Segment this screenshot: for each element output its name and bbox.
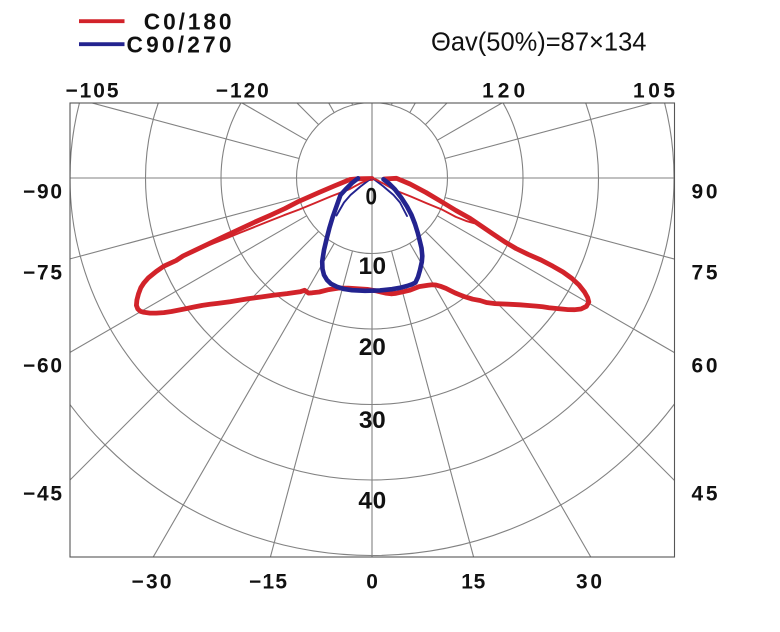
svg-text:30: 30 xyxy=(359,407,386,434)
svg-text:−60: −60 xyxy=(23,354,62,377)
svg-text:Θav(50%)=87×134: Θav(50%)=87×134 xyxy=(431,28,646,56)
svg-text:0: 0 xyxy=(366,570,378,593)
svg-text:0: 0 xyxy=(365,184,377,211)
svg-text:−90: −90 xyxy=(23,180,62,203)
svg-text:15: 15 xyxy=(461,570,485,593)
svg-text:120: 120 xyxy=(482,79,525,102)
svg-text:−30: −30 xyxy=(132,570,172,593)
svg-text:−15: −15 xyxy=(249,570,287,593)
svg-text:−75: −75 xyxy=(23,261,62,284)
svg-text:10: 10 xyxy=(359,253,387,280)
svg-text:105: 105 xyxy=(633,79,675,102)
svg-text:20: 20 xyxy=(359,334,386,361)
svg-text:40: 40 xyxy=(358,488,386,515)
svg-text:−45: −45 xyxy=(23,482,62,505)
